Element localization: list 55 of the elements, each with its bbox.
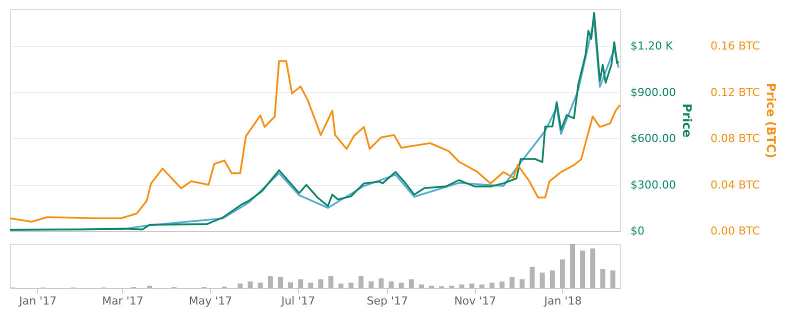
bar <box>510 277 515 288</box>
x-tick-label: Jan '18 <box>543 294 582 308</box>
bar <box>590 248 596 288</box>
bar <box>308 282 314 288</box>
bar <box>378 278 384 288</box>
y-axis-title: Price <box>680 103 694 138</box>
bar <box>338 284 344 288</box>
y-tick-label: $300.00 <box>630 178 676 192</box>
bar <box>479 284 484 288</box>
bar <box>318 279 324 288</box>
y2-tick-label: 0.12 BTC <box>710 86 760 99</box>
y-tick-label: $1.20 K <box>630 40 674 52</box>
x-tick-label: Jan '17 <box>18 294 57 308</box>
bar <box>258 282 263 288</box>
x-tick-label: Sep '17 <box>366 294 408 308</box>
bar <box>418 284 424 288</box>
bar <box>560 259 565 288</box>
bar <box>469 284 474 288</box>
bar <box>298 279 304 288</box>
bar <box>600 269 606 288</box>
x-tick-label: Nov '17 <box>454 294 496 308</box>
bar <box>368 281 374 288</box>
x-tick-label: Mar '17 <box>102 294 144 308</box>
bar <box>540 272 545 288</box>
bar <box>530 266 535 288</box>
bar <box>459 284 464 288</box>
bar <box>610 270 616 288</box>
bar <box>388 281 394 288</box>
y-tick-label: $900.00 <box>630 86 676 99</box>
bar <box>328 276 334 288</box>
bar <box>489 282 494 288</box>
bar <box>358 276 364 288</box>
y-tick-label: $600.00 <box>630 132 676 145</box>
bar <box>268 276 273 288</box>
bar <box>278 277 283 288</box>
bar <box>520 279 525 288</box>
bar <box>288 282 294 288</box>
y2-tick-label: 0.08 BTC <box>710 132 760 145</box>
bar <box>238 284 243 288</box>
bar <box>570 244 576 288</box>
x-tick-label: Jul '17 <box>280 294 316 308</box>
bar <box>580 250 586 288</box>
bar <box>550 270 555 288</box>
x-tick-label: May '17 <box>188 294 232 308</box>
bar <box>348 282 354 288</box>
line-series <box>9 60 621 223</box>
y-tick-label: $0 <box>630 224 644 238</box>
bar <box>500 281 505 288</box>
y2-tick-label: 0.04 BTC <box>710 178 760 192</box>
bar <box>248 281 253 288</box>
y2-tick-label: 0.16 BTC <box>710 40 760 52</box>
y2-axis-title: Price (BTC) <box>764 82 778 158</box>
bar <box>408 279 414 288</box>
bar <box>398 282 404 288</box>
y2-tick-label: 0.00 BTC <box>710 224 760 238</box>
